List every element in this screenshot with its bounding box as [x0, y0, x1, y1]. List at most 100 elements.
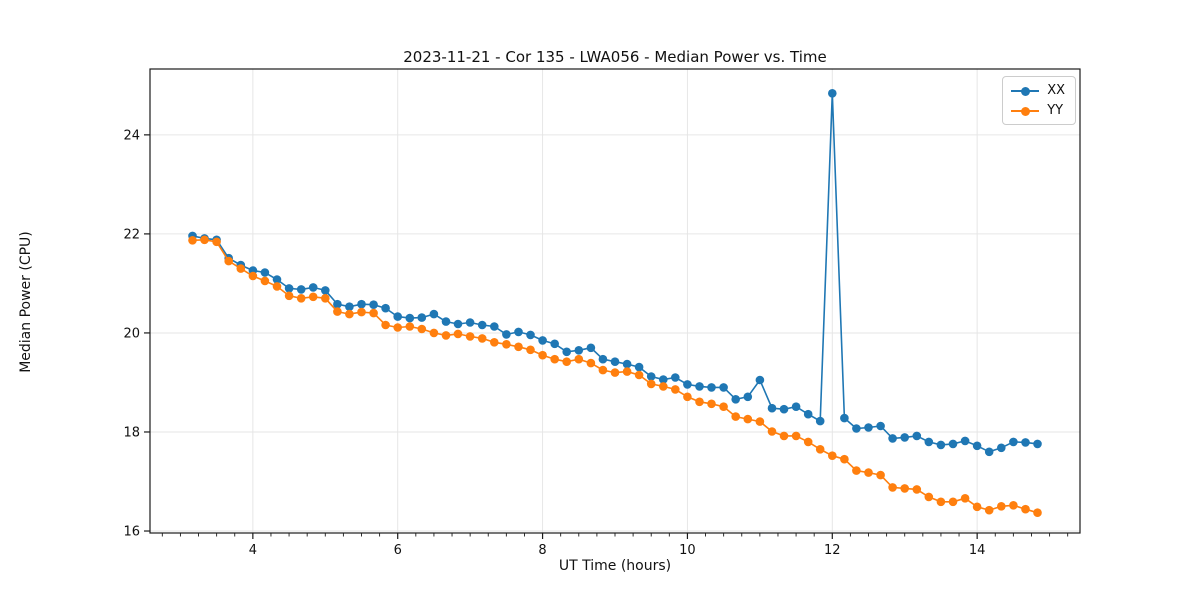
data-point-xx [357, 299, 366, 309]
data-point-yy [731, 412, 740, 421]
data-point-xx [574, 346, 584, 355]
data-point-xx [876, 421, 885, 431]
data-point-yy [743, 414, 753, 424]
data-point-yy [707, 399, 716, 409]
legend-marker-xx-icon [1011, 85, 1040, 97]
chart-title: 2023-11-21 - Cor 135 - LWA056 - Median P… [403, 48, 827, 66]
data-point-yy [477, 334, 487, 343]
legend: XX YY [1002, 76, 1076, 125]
data-point-yy [393, 323, 403, 332]
data-point-xx [538, 336, 547, 345]
data-point-yy [695, 397, 704, 407]
data-point-yy [755, 417, 765, 426]
data-point-yy [634, 370, 644, 380]
data-point-yy [683, 392, 692, 402]
data-point-xx [333, 299, 342, 309]
data-point-yy [1033, 508, 1042, 517]
data-point-xx [634, 362, 644, 372]
data-point-yy [308, 292, 318, 302]
data-point-xx [321, 286, 330, 295]
data-point-yy [598, 365, 608, 375]
data-point-xx [924, 437, 934, 447]
data-point-yy [912, 485, 922, 494]
data-point-xx [912, 431, 922, 441]
legend-label-xx: XX [1047, 83, 1065, 98]
data-point-xx [815, 416, 825, 426]
data-point-yy [260, 276, 270, 286]
data-point-xx [972, 441, 982, 451]
data-point-xx [490, 322, 499, 331]
data-point-xx [417, 313, 427, 322]
plot-border [149, 68, 1081, 534]
data-point-yy [888, 483, 897, 492]
data-point-xx [296, 285, 306, 294]
data-point-yy [224, 256, 233, 266]
data-point-xx [610, 357, 620, 367]
x-axis-label: UT Time (hours) [558, 558, 672, 574]
data-point-yy [972, 502, 982, 512]
data-point-yy [767, 427, 777, 436]
data-point-yy [997, 502, 1006, 511]
data-point-xx [514, 327, 523, 337]
data-point-yy [586, 358, 596, 368]
data-point-xx [936, 440, 946, 450]
data-point-yy [272, 282, 282, 291]
data-point-xx [671, 373, 680, 382]
data-point-yy [526, 345, 535, 355]
data-point-xx [284, 284, 294, 293]
data-point-xx [526, 330, 535, 340]
data-point-yy [453, 329, 463, 339]
data-point-xx [997, 443, 1006, 453]
data-point-yy [646, 379, 656, 389]
data-point-xx [1021, 438, 1030, 447]
x-tick-label: 12 [824, 543, 841, 558]
data-point-xx [719, 383, 728, 392]
y-tick-label: 20 [123, 326, 140, 341]
data-point-yy [188, 236, 197, 245]
data-point-yy [405, 322, 415, 331]
data-point-xx [984, 447, 994, 457]
legend-item-yy: YY [1011, 103, 1065, 118]
data-point-xx [465, 318, 475, 327]
data-point-yy [345, 309, 354, 319]
data-point-yy [840, 454, 849, 464]
y-tick-label: 16 [123, 525, 140, 540]
data-point-yy [671, 385, 680, 394]
data-point-yy [815, 445, 825, 454]
data-point-xx [429, 309, 439, 319]
data-point-xx [477, 320, 487, 330]
data-point-yy [828, 451, 837, 461]
data-point-xx [405, 313, 415, 323]
data-point-xx [502, 330, 511, 339]
data-point-xx [828, 89, 837, 98]
y-tick-label: 22 [123, 227, 140, 242]
data-point-xx [731, 395, 740, 404]
data-point-yy [200, 235, 209, 245]
data-point-xx [900, 433, 909, 442]
data-point-yy [429, 328, 439, 338]
data-point-yy [550, 354, 559, 364]
data-point-xx [622, 359, 632, 369]
data-point-yy [610, 368, 620, 377]
data-point-yy [984, 505, 994, 515]
data-point-xx [393, 312, 403, 321]
data-point-yy [321, 294, 330, 303]
data-point-yy [248, 271, 258, 281]
data-point-yy [622, 367, 632, 376]
data-point-yy [659, 382, 668, 391]
data-point-xx [852, 424, 861, 433]
data-point-yy [900, 484, 909, 493]
data-point-yy [381, 320, 390, 330]
data-point-xx [888, 434, 897, 443]
data-point-xx [441, 317, 451, 326]
data-point-yy [719, 402, 728, 412]
data-point-yy [948, 497, 958, 507]
data-point-xx [948, 439, 958, 449]
data-point-xx [683, 380, 692, 389]
data-point-xx [308, 283, 318, 292]
data-point-yy [236, 264, 246, 273]
data-point-xx [369, 300, 378, 310]
legend-item-xx: XX [1011, 83, 1065, 98]
data-point-xx [1009, 437, 1018, 447]
